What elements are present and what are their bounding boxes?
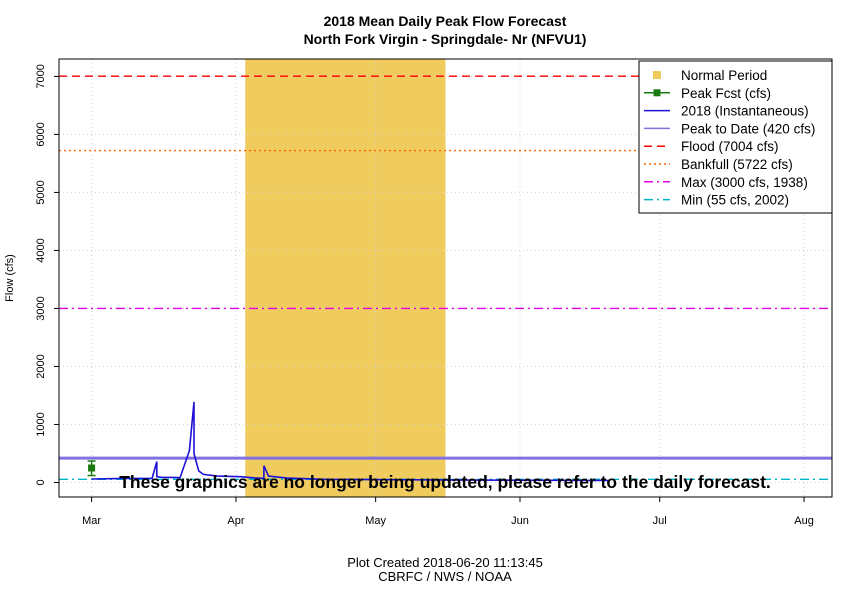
notice-text: These graphics are no longer being updat… — [119, 472, 771, 492]
plot-border — [58, 58, 833, 498]
y-tick-label: 2000 — [35, 354, 47, 378]
legend-label: 2018 (Instantaneous) — [681, 104, 809, 119]
y-tick-label: 6000 — [35, 122, 47, 146]
legend-label: Min (55 cfs, 2002) — [681, 193, 789, 208]
x-tick-label: Apr — [227, 515, 244, 527]
legend-swatch-marker — [653, 89, 661, 97]
legend-label: Max (3000 cfs, 1938) — [681, 175, 808, 190]
legend-label: Peak Fcst (cfs) — [681, 86, 771, 101]
legend: Normal Period Peak Fcst (cfs) 2018 (Instan… — [638, 60, 833, 214]
x-tick-label: Aug — [794, 515, 814, 527]
y-axis-label: Flow (cfs) — [4, 254, 16, 302]
normal-period-band — [245, 59, 446, 497]
x-tick-label: Jun — [511, 515, 529, 527]
legend-label: Peak to Date (420 cfs) — [681, 121, 815, 136]
x-tick-label: Mar — [82, 515, 101, 527]
y-tick-label: 1000 — [35, 412, 47, 436]
chart-title: 2018 Mean Daily Peak Flow Forecast — [324, 13, 567, 29]
series-2018-line — [91, 401, 609, 482]
y-tick-label: 4000 — [35, 238, 47, 262]
peak-forecast-marker — [88, 464, 96, 472]
x-tick-label: Jul — [653, 515, 667, 527]
x-tick-label: May — [365, 515, 386, 527]
legend-label: Bankfull (5722 cfs) — [681, 157, 793, 172]
legend-label: Normal Period — [681, 68, 767, 83]
legend-label: Flood (7004 cfs) — [681, 139, 779, 154]
y-tick-label: 3000 — [35, 296, 47, 320]
y-tick-label: 7000 — [35, 64, 47, 88]
chart-subtitle: North Fork Virgin - Springdale- Nr (NFVU… — [304, 31, 587, 47]
legend-swatch-square — [653, 71, 661, 79]
y-tick-label: 0 — [35, 479, 47, 485]
plot-created-text: Plot Created 2018-06-20 11:13:45 — [347, 555, 543, 570]
legend-box — [638, 60, 833, 214]
y-tick-label: 5000 — [35, 180, 47, 204]
plot-area: 0 1000 2000 3000 4000 5000 6000 7000 Mar Apr May Ju… — [35, 58, 833, 527]
credit-text: CBRFC / NWS / NOAA — [378, 569, 512, 584]
